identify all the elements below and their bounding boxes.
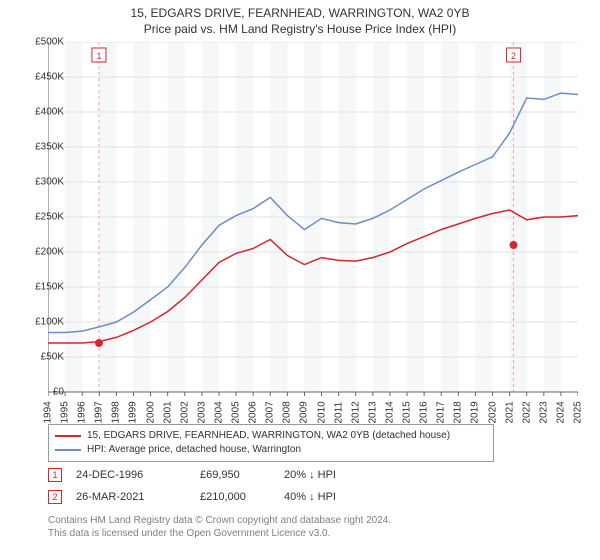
x-tick-label: 2017 — [436, 404, 447, 424]
keypoint-date: 24-DEC-1996 — [76, 469, 186, 481]
y-tick-label: £500K — [35, 37, 64, 48]
footer-line: Contains HM Land Registry data © Crown c… — [48, 514, 391, 527]
x-tick-label: 2007 — [265, 404, 276, 424]
x-tick-label: 2008 — [282, 404, 293, 424]
y-tick-label: £150K — [35, 282, 64, 293]
x-tick-label: 2012 — [350, 404, 361, 424]
legend-swatch — [55, 449, 81, 451]
keypoint-pct: 40% ↓ HPI — [284, 491, 374, 503]
x-tick-label: 2014 — [384, 404, 395, 424]
keypoint-row: 2 26-MAR-2021 £210,000 40% ↓ HPI — [48, 486, 374, 508]
x-tick-label: 2024 — [555, 404, 566, 424]
x-tick-label: 2021 — [504, 404, 515, 424]
y-tick-label: £50K — [41, 352, 64, 363]
legend-row: HPI: Average price, detached house, Warr… — [55, 443, 487, 457]
x-tick-label: 2011 — [333, 404, 344, 424]
x-tick-label: 2001 — [162, 404, 173, 424]
svg-text:2: 2 — [511, 51, 516, 61]
y-tick-label: £300K — [35, 177, 64, 188]
x-tick-label: 2016 — [419, 404, 430, 424]
legend-label: HPI: Average price, detached house, Warr… — [87, 443, 301, 457]
x-tick-label: 2003 — [196, 404, 207, 424]
y-tick-label: £400K — [35, 107, 64, 118]
x-tick-label: 2006 — [248, 404, 259, 424]
x-tick-label: 2009 — [299, 404, 310, 424]
chart-subtitle: Price paid vs. HM Land Registry's House … — [0, 22, 600, 36]
keypoint-date: 26-MAR-2021 — [76, 491, 186, 503]
x-tick-label: 1994 — [43, 404, 54, 424]
titles: 15, EDGARS DRIVE, FEARNHEAD, WARRINGTON,… — [0, 0, 600, 36]
chart-container: 15, EDGARS DRIVE, FEARNHEAD, WARRINGTON,… — [0, 0, 600, 560]
footer-line: This data is licensed under the Open Gov… — [48, 527, 391, 540]
chart-title: 15, EDGARS DRIVE, FEARNHEAD, WARRINGTON,… — [0, 6, 600, 20]
x-tick-label: 2015 — [402, 404, 413, 424]
keypoint-price: £69,950 — [200, 469, 270, 481]
chart-svg: 12 — [48, 42, 578, 412]
y-tick-label: £200K — [35, 247, 64, 258]
y-tick-label: £100K — [35, 317, 64, 328]
svg-text:1: 1 — [96, 51, 101, 61]
x-tick-label: 2020 — [487, 404, 498, 424]
x-tick-label: 2019 — [470, 404, 481, 424]
legend-row: 15, EDGARS DRIVE, FEARNHEAD, WARRINGTON,… — [55, 429, 487, 443]
legend-label: 15, EDGARS DRIVE, FEARNHEAD, WARRINGTON,… — [87, 429, 450, 443]
y-tick-label: £0 — [53, 387, 64, 398]
keypoint-pct: 20% ↓ HPI — [284, 469, 374, 481]
x-tick-label: 1998 — [111, 404, 122, 424]
x-tick-label: 2010 — [316, 404, 327, 424]
keypoints: 1 24-DEC-1996 £69,950 20% ↓ HPI 2 26-MAR… — [48, 464, 374, 508]
x-tick-label: 2025 — [573, 404, 584, 424]
x-tick-label: 1995 — [60, 404, 71, 424]
x-tick-label: 2005 — [231, 404, 242, 424]
x-tick-label: 2000 — [145, 404, 156, 424]
x-tick-label: 2018 — [453, 404, 464, 424]
keypoint-marker-icon: 1 — [48, 468, 62, 482]
chart-area: 12 — [48, 42, 578, 392]
x-tick-label: 2013 — [367, 404, 378, 424]
keypoint-marker-icon: 2 — [48, 490, 62, 504]
keypoint-row: 1 24-DEC-1996 £69,950 20% ↓ HPI — [48, 464, 374, 486]
x-tick-label: 2023 — [538, 404, 549, 424]
y-tick-label: £350K — [35, 142, 64, 153]
x-tick-label: 2022 — [521, 404, 532, 424]
x-tick-label: 2002 — [179, 404, 190, 424]
y-tick-label: £450K — [35, 72, 64, 83]
x-tick-label: 1997 — [94, 404, 105, 424]
x-tick-label: 1999 — [128, 404, 139, 424]
y-tick-label: £250K — [35, 212, 64, 223]
x-tick-label: 1996 — [77, 404, 88, 424]
legend: 15, EDGARS DRIVE, FEARNHEAD, WARRINGTON,… — [48, 424, 494, 462]
footer: Contains HM Land Registry data © Crown c… — [48, 514, 391, 540]
keypoint-price: £210,000 — [200, 491, 270, 503]
legend-swatch — [55, 435, 81, 437]
x-tick-label: 2004 — [213, 404, 224, 424]
